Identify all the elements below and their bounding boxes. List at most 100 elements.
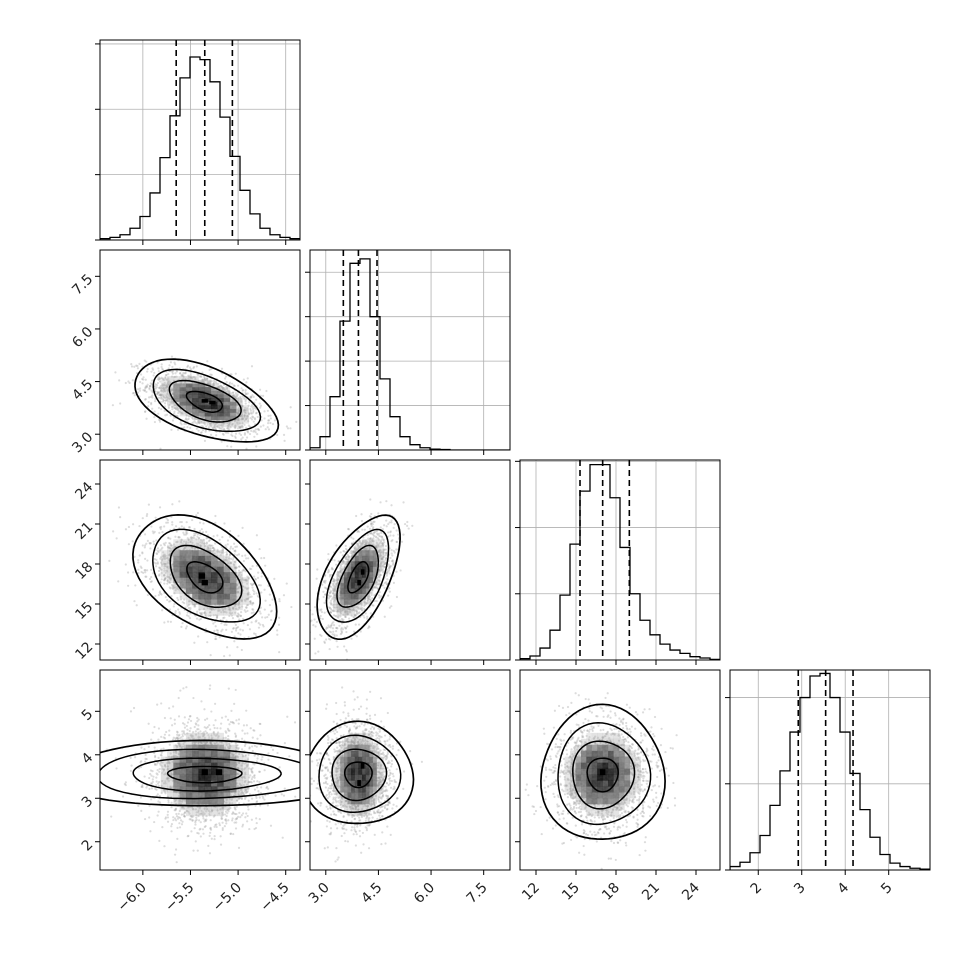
scatter-point xyxy=(329,585,333,589)
scatter-point xyxy=(167,383,171,386)
scatter-point xyxy=(395,548,398,551)
scatter-point xyxy=(171,547,175,550)
scatter-point xyxy=(278,651,281,654)
scatter-point xyxy=(160,376,163,379)
scatter-point xyxy=(374,535,377,538)
scatter-point xyxy=(212,384,215,387)
scatter-point xyxy=(390,560,394,563)
scatter-point xyxy=(360,602,363,605)
density-cell xyxy=(217,401,224,406)
scatter-point xyxy=(249,407,252,411)
density-cell xyxy=(229,599,237,605)
scatter-point xyxy=(221,549,225,552)
scatter-point xyxy=(332,614,336,617)
scatter-point xyxy=(243,414,246,417)
density-cell xyxy=(192,387,199,391)
scatter-point xyxy=(199,541,202,544)
scatter-point xyxy=(239,425,242,428)
scatter-point xyxy=(324,587,328,590)
scatter-point xyxy=(235,626,238,629)
scatter-point xyxy=(345,562,348,565)
density-cell xyxy=(217,588,224,594)
scatter-point xyxy=(376,586,379,589)
scatter-point xyxy=(229,612,232,615)
scatter-point xyxy=(232,394,235,397)
scatter-point xyxy=(241,629,245,632)
scatter-point xyxy=(233,665,235,667)
scatter-point xyxy=(366,615,369,618)
scatter-point xyxy=(193,419,196,423)
scatter-point xyxy=(162,390,165,393)
scatter-point xyxy=(218,609,221,612)
scatter-point xyxy=(155,565,158,568)
scatter-point xyxy=(184,371,187,375)
scatter-point xyxy=(193,603,196,606)
density-cell xyxy=(179,383,187,388)
scatter-point xyxy=(314,652,317,655)
scatter-point xyxy=(236,412,239,415)
scatter-point xyxy=(210,373,213,376)
scatter-point xyxy=(243,411,247,414)
scatter-point xyxy=(142,376,145,379)
scatter-point xyxy=(220,427,223,430)
scatter-point xyxy=(159,380,162,383)
scatter-point xyxy=(243,609,246,612)
scatter-point xyxy=(182,531,185,534)
density-cell xyxy=(223,571,231,578)
scatter-point xyxy=(355,605,359,608)
scatter-point xyxy=(226,539,230,542)
scatter-point xyxy=(233,560,236,563)
scatter-point xyxy=(199,375,203,378)
scatter-point xyxy=(163,574,166,577)
scatter-point xyxy=(324,579,327,582)
scatter-point xyxy=(170,577,173,580)
scatter-point xyxy=(213,426,216,429)
density-cell xyxy=(167,387,174,391)
density-cell xyxy=(173,588,180,594)
scatter-point xyxy=(156,549,160,553)
scatter-point xyxy=(200,528,203,531)
scatter-point xyxy=(146,559,149,562)
density-cell xyxy=(217,566,224,573)
scatter-point xyxy=(343,607,346,610)
scatter-point xyxy=(221,426,224,429)
scatter-point xyxy=(251,565,254,568)
scatter-point xyxy=(203,542,206,545)
density-cell xyxy=(179,539,187,546)
scatter-point xyxy=(349,608,352,611)
scatter-point xyxy=(369,591,373,594)
scatter-point xyxy=(152,543,156,546)
scatter-point xyxy=(255,445,258,448)
scatter-point xyxy=(232,394,235,398)
scatter-point xyxy=(363,539,366,542)
scatter-point xyxy=(234,549,237,552)
scatter-point xyxy=(197,380,201,383)
scatter-point xyxy=(323,586,327,589)
scatter-point xyxy=(189,371,192,374)
scatter-point xyxy=(337,574,340,577)
density-cell xyxy=(179,593,187,600)
scatter-point xyxy=(235,566,238,569)
scatter-point xyxy=(156,561,159,564)
scatter-point xyxy=(162,562,166,565)
scatter-point xyxy=(243,432,247,435)
density-cell xyxy=(204,416,212,421)
scatter-point xyxy=(167,536,170,539)
scatter-point xyxy=(368,593,371,596)
scatter-point xyxy=(173,416,176,419)
scatter-point xyxy=(191,416,194,419)
scatter-point xyxy=(385,525,388,528)
scatter-point xyxy=(253,429,256,432)
scatter-point xyxy=(212,622,215,625)
scatter-point xyxy=(162,387,165,390)
scatter-point xyxy=(220,388,224,391)
scatter-point xyxy=(358,541,362,544)
scatter-point xyxy=(169,544,173,547)
scatter-point xyxy=(241,605,244,608)
density-cell xyxy=(223,582,231,589)
density-cell xyxy=(167,401,174,406)
scatter-point xyxy=(182,526,186,529)
scatter-point xyxy=(180,625,183,628)
scatter-point xyxy=(248,425,252,428)
density-cell xyxy=(211,550,218,556)
